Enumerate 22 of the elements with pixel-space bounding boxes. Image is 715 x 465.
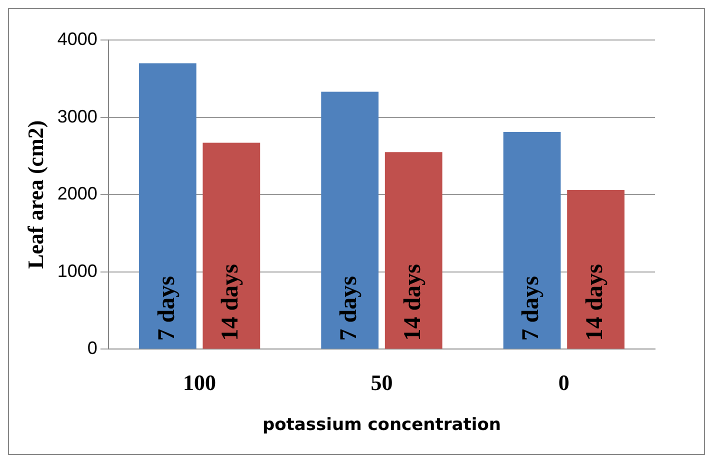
y-tick-label: 1000	[57, 260, 98, 281]
series-label: 14 days	[218, 264, 244, 341]
bar	[202, 142, 260, 349]
bar	[567, 190, 624, 349]
text: 14 days	[582, 264, 608, 341]
y-tick-label: 0	[87, 338, 98, 358]
y-tick-label: 2000	[57, 184, 98, 204]
bar	[321, 92, 379, 349]
bar	[384, 152, 442, 349]
x-tick-label: 100	[183, 370, 216, 396]
text: 7 days	[336, 276, 362, 341]
y-axis-title: Leaf area (cm2)	[22, 120, 48, 269]
text: 7 days	[518, 276, 544, 341]
x-tick-label: 50	[370, 370, 393, 396]
y-tick-label: 3000	[57, 106, 98, 126]
bar	[138, 63, 196, 349]
text: 14 days	[400, 264, 426, 341]
x-axis-title: potassium concentration	[262, 415, 501, 436]
bar	[503, 132, 561, 349]
series-label: 7 days	[154, 276, 180, 341]
x-tick-label: 0	[558, 370, 570, 396]
y-tick-label: 4000	[57, 28, 98, 49]
